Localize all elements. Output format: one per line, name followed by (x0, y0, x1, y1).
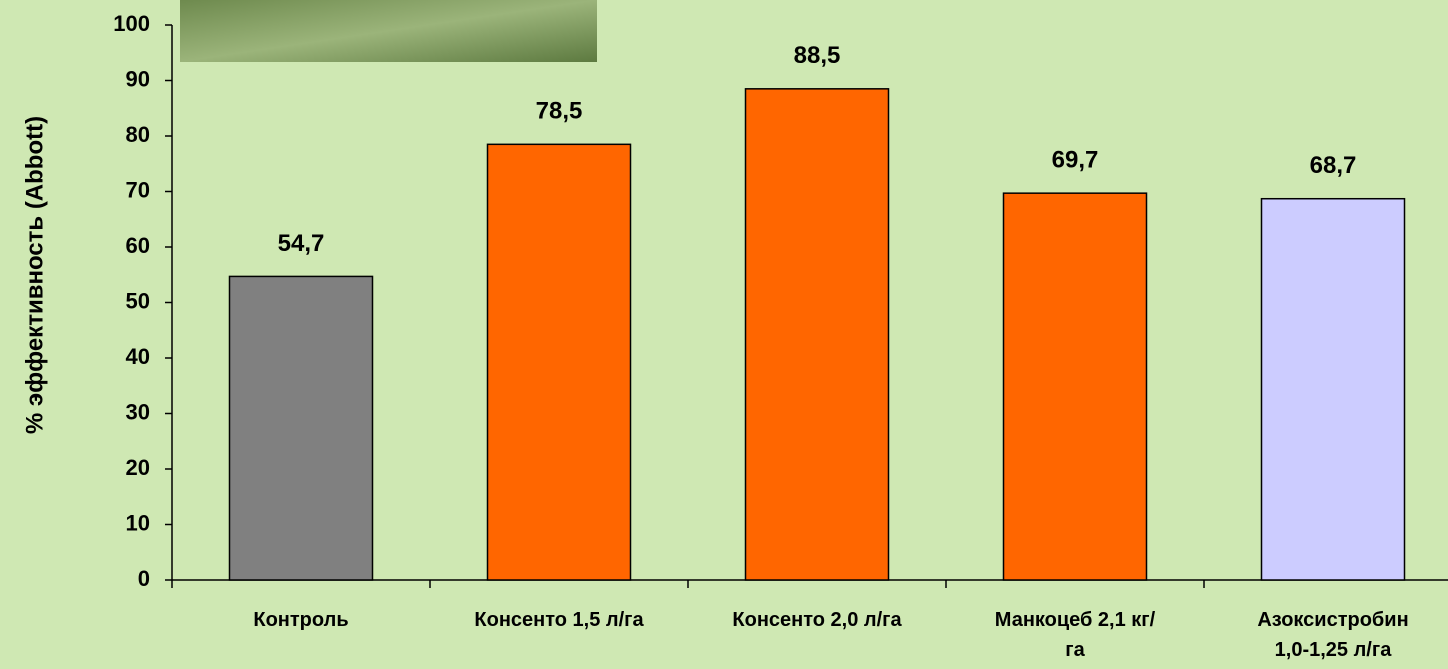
y-tick-label: 30 (126, 399, 150, 424)
bar (1002, 192, 1148, 581)
y-tick-label: 0 (138, 566, 150, 591)
bar (1260, 197, 1406, 581)
x-tick-label: Консенто 1,5 л/га (474, 609, 644, 631)
y-tick-label: 100 (113, 11, 150, 36)
photo (180, 0, 597, 62)
x-tick-label: Манкоцеб 2,1 кг/га (994, 609, 1156, 661)
x-tick-label: Консенто 2,0 л/га (732, 609, 902, 631)
x-tick-label: Азоксистробин 1,0-1,25 л/га (1257, 609, 1409, 661)
y-axis-label: % эффективность (Abbott) (21, 116, 48, 434)
bar (486, 143, 632, 581)
y-tick-label: 40 (126, 344, 150, 369)
bar (228, 275, 374, 581)
bar (744, 88, 890, 581)
value-label: 68,7 (1310, 152, 1357, 179)
y-tick-label: 50 (126, 288, 150, 313)
y-tick-label: 20 (126, 455, 150, 480)
y-tick-label: 10 (126, 510, 150, 535)
value-label: 88,5 (794, 42, 841, 69)
y-tick-label: 80 (126, 122, 150, 147)
y-tick-label: 70 (126, 177, 150, 202)
y-tick-label: 60 (126, 233, 150, 258)
value-label: 78,5 (536, 98, 583, 125)
value-label: 69,7 (1052, 147, 1099, 174)
x-tick-label: Контроль (253, 609, 349, 631)
y-tick-label: 90 (126, 66, 150, 91)
value-label: 54,7 (278, 230, 325, 257)
